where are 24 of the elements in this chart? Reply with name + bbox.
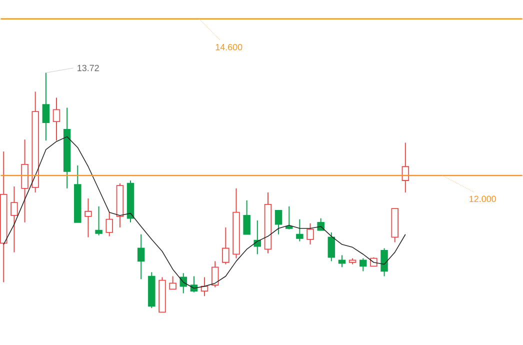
candlestick: [222, 226, 230, 265]
candlestick: [360, 258, 367, 272]
candlestick: [380, 248, 388, 277]
candlestick: [211, 260, 219, 288]
candlestick: [21, 139, 28, 223]
text: 14.600: [216, 44, 242, 50]
candlestick: [243, 200, 250, 235]
candlestick: [328, 232, 336, 262]
candlestick: [296, 218, 304, 242]
candlestick: [137, 234, 145, 280]
candlestick: [10, 186, 18, 253]
candlestick: [42, 72, 50, 141]
candlestick: [338, 254, 346, 268]
candlestick: [306, 222, 314, 245]
candlestick: [84, 198, 92, 238]
candlestick: [95, 206, 102, 236]
candlestick: [402, 142, 410, 193]
candlestick: [274, 210, 282, 235]
candlestick: [106, 212, 113, 237]
text: 13.72: [78, 64, 99, 72]
text: 12.000: [470, 196, 496, 202]
candlestick: [52, 97, 60, 141]
candlestick: [169, 276, 176, 290]
candlestick: [285, 206, 293, 230]
